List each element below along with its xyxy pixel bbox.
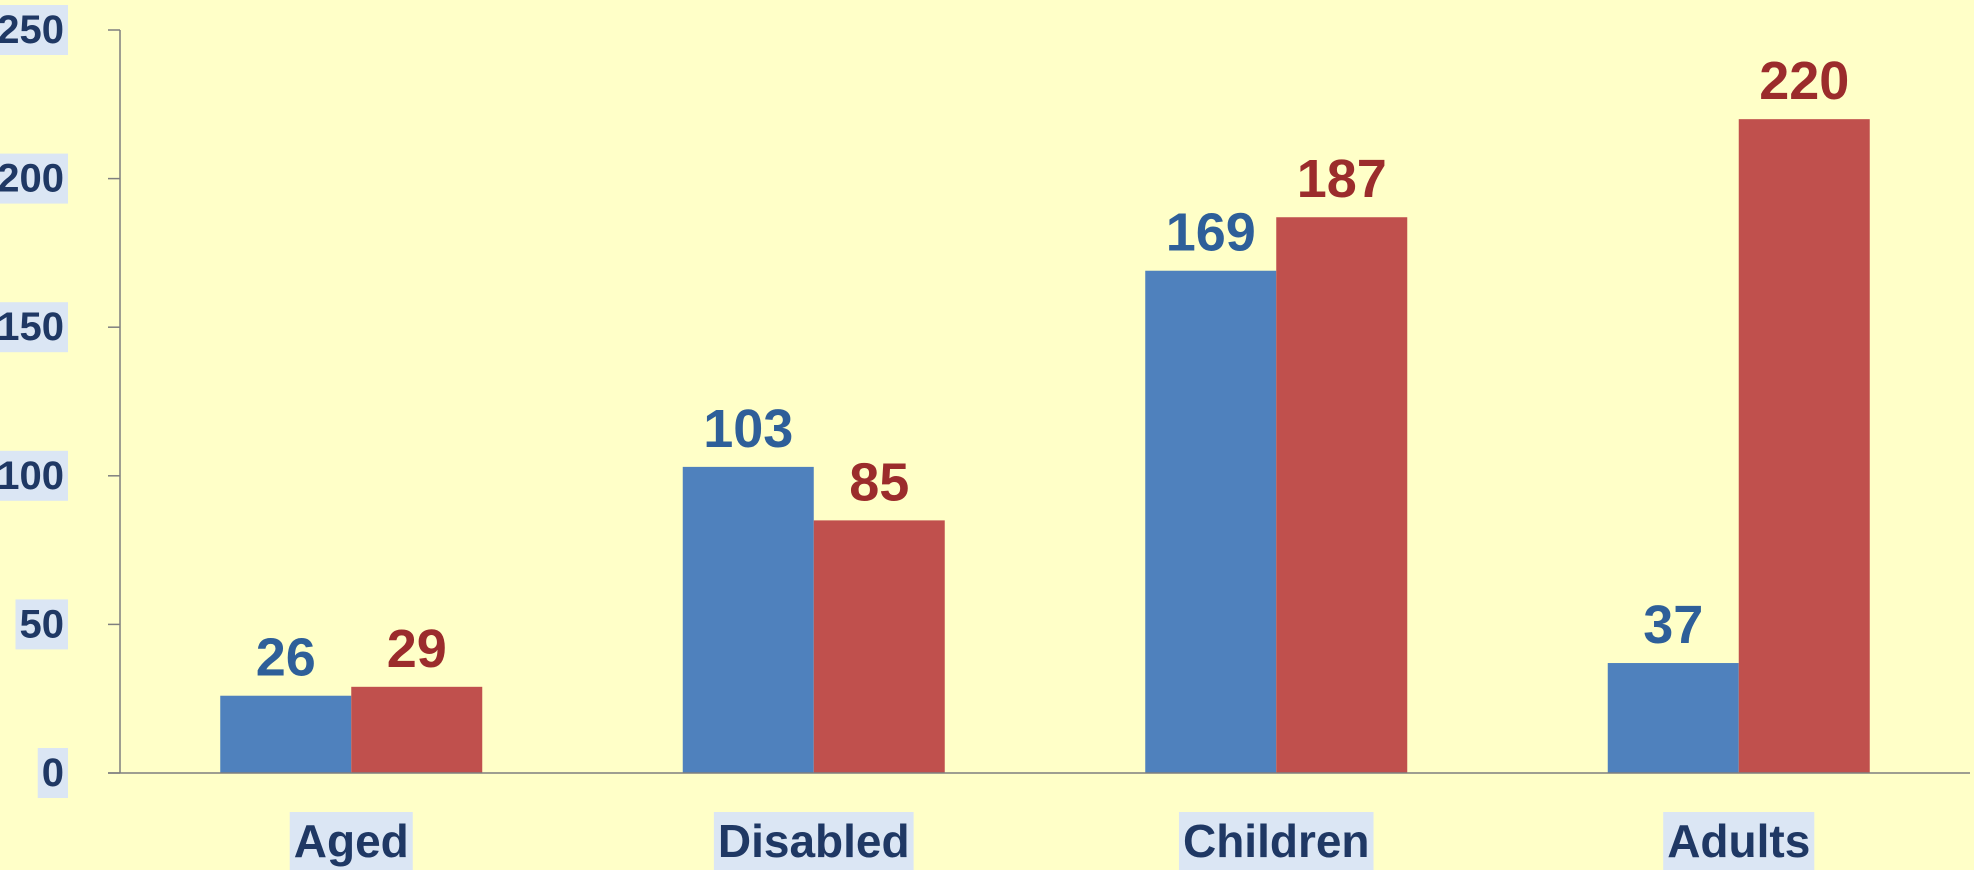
x-category-label-highlight	[1663, 812, 1815, 870]
x-category-label: Adults	[1667, 815, 1810, 867]
y-tick-label: 200	[0, 157, 64, 201]
bar-value-label: 37	[1643, 595, 1703, 655]
bar-value-label: 29	[387, 619, 447, 679]
y-tick-label: 0	[42, 751, 64, 795]
bar	[813, 520, 945, 773]
y-tick-label: 50	[20, 602, 65, 646]
y-tick-label-highlight	[0, 153, 68, 204]
bars	[220, 119, 1870, 774]
y-tick-label: 150	[0, 305, 64, 349]
x-category-label-highlight	[289, 812, 413, 870]
bar-value-label: 26	[256, 628, 316, 688]
y-tick-label-highlight	[37, 748, 68, 798]
bar	[1738, 119, 1870, 773]
y-tick-label-highlight	[0, 450, 68, 501]
x-category-label: Disabled	[718, 815, 910, 867]
bar	[351, 686, 483, 773]
x-category-label-highlight	[1178, 812, 1374, 870]
x-category-label: Children	[1183, 815, 1370, 867]
bar-value-label: 85	[849, 452, 909, 512]
data-labels: 26 29 103 85 169 187 37 220	[256, 51, 1850, 688]
y-tick-label: 100	[0, 454, 64, 498]
bar	[1276, 217, 1408, 774]
x-category-label: Aged	[294, 815, 409, 867]
y-tick-label-highlight	[0, 302, 68, 353]
x-axis: Aged Disabled Children Adults	[108, 772, 1970, 870]
bar-value-label: 187	[1297, 149, 1387, 209]
x-category-label-highlight	[713, 812, 914, 870]
bar-value-label: 103	[703, 399, 793, 459]
bar	[682, 466, 814, 773]
bar	[1607, 663, 1739, 773]
y-tick-label-highlight	[0, 5, 68, 55]
bar-value-label: 220	[1759, 51, 1849, 111]
y-tick-label: 250	[0, 8, 64, 52]
bar	[1145, 270, 1277, 773]
bar-value-label: 169	[1166, 203, 1256, 263]
y-tick-label-highlight	[15, 599, 68, 650]
y-axis: 0 50 100 150 200 250	[0, 5, 121, 798]
bar	[220, 695, 352, 773]
